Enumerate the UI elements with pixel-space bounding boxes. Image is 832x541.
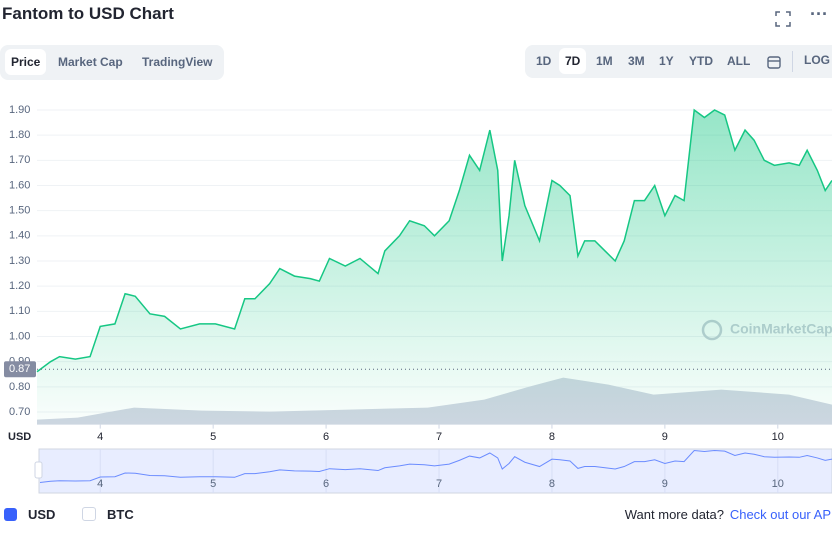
y-tick-label: 1.60: [9, 179, 30, 191]
checkbox[interactable]: [4, 508, 17, 521]
range-button[interactable]: 7D: [559, 48, 587, 74]
navigator-tick-label: 8: [549, 478, 555, 490]
watermark-logo: [701, 319, 723, 341]
navigator: [38, 448, 832, 494]
y-tick-label: 1.00: [9, 330, 30, 342]
y-tick-label: 1.80: [9, 129, 30, 141]
x-tick-label: 9: [662, 431, 668, 443]
y-tick-label: 1.30: [9, 255, 30, 267]
range-button[interactable]: 1Y: [659, 54, 674, 68]
y-tick-label: 1.50: [9, 205, 30, 217]
checkbox[interactable]: [82, 507, 96, 521]
y-tick-label: 1.20: [9, 280, 30, 292]
price-line: [36, 108, 832, 373]
footer-text: Want more data?: [624, 507, 724, 522]
price-area: [37, 109, 832, 425]
current-price-label: 0.87: [9, 363, 30, 375]
footer-link[interactable]: Check out our AP: [729, 507, 831, 522]
calendar-icon[interactable]: [767, 55, 781, 69]
title: Fantom to USD Chart: [2, 4, 174, 23]
navigator-tick-label: 6: [323, 478, 329, 490]
range-button[interactable]: ALL: [727, 54, 751, 68]
navigator-line: [39, 450, 832, 484]
range-button[interactable]: 1D: [536, 54, 552, 68]
x-tick-label: 4: [97, 431, 103, 443]
current-price-box: [4, 361, 36, 378]
more-icon[interactable]: ···: [810, 4, 828, 24]
volume-area: [37, 377, 832, 425]
legend-item: BTC: [107, 507, 134, 522]
range-button[interactable]: 1M: [596, 54, 613, 68]
log-button[interactable]: LOG: [804, 53, 830, 67]
y-axis-label: USD: [8, 431, 31, 443]
y-tick-label: 1.90: [9, 104, 30, 116]
tab[interactable]: Market Cap: [58, 55, 123, 69]
x-tick-label: 7: [436, 431, 442, 443]
watermark: CoinMarketCap: [730, 321, 832, 337]
y-tick-label: 0.90: [9, 356, 30, 368]
navigator-tick-label: 4: [97, 478, 103, 490]
x-tick-label: 10: [772, 431, 784, 443]
navigator-tick-label: 5: [210, 478, 216, 490]
y-tick-label: 1.40: [9, 230, 30, 242]
range-button[interactable]: YTD: [689, 54, 713, 68]
tab[interactable]: Price: [5, 49, 47, 75]
y-tick-label: 0.80: [9, 381, 30, 393]
y-tick-label: 1.70: [9, 154, 30, 166]
x-tick-label: 6: [323, 431, 329, 443]
separator: [792, 51, 793, 72]
x-tick-label: 8: [549, 431, 555, 443]
y-tick-label: 0.70: [9, 406, 30, 418]
fullscreen-icon[interactable]: [775, 11, 791, 27]
navigator-handle: [34, 461, 43, 479]
navigator-tick-label: 9: [662, 478, 668, 490]
y-tick-label: 1.10: [9, 305, 30, 317]
navigator-tick-label: 10: [772, 478, 784, 490]
x-tick-label: 5: [210, 431, 216, 443]
range-button[interactable]: 3M: [628, 54, 645, 68]
navigator-tick-label: 7: [436, 478, 442, 490]
tab[interactable]: TradingView: [142, 55, 213, 69]
legend-item: USD: [28, 507, 56, 522]
